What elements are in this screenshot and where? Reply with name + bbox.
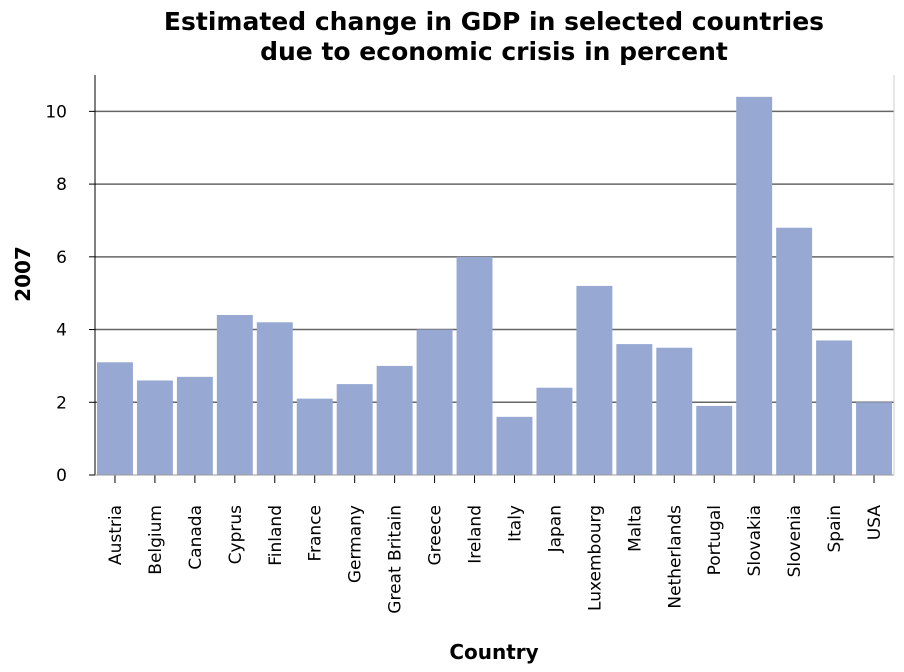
x-tick-label: Japan <box>545 505 565 553</box>
bar-ireland <box>456 256 493 475</box>
bar-great-britain <box>376 365 413 475</box>
bar-malta <box>616 344 653 475</box>
bar-finland <box>256 322 293 475</box>
x-tick-label: Canada <box>186 505 206 570</box>
y-axis-label: 2007 <box>11 246 35 302</box>
bar-cyprus <box>216 315 253 475</box>
bar-greece <box>416 329 453 475</box>
x-tick-label: Malta <box>625 505 645 552</box>
chart-title-line-2: due to economic crisis in percent <box>260 37 728 66</box>
x-tick-label: Belgium <box>146 505 166 575</box>
x-tick-label: Austria <box>106 505 126 565</box>
y-tick-label: 6 <box>56 248 67 268</box>
x-tick-label: Spain <box>825 505 845 553</box>
x-tick-label: Ireland <box>466 505 486 564</box>
bar-usa <box>856 402 893 475</box>
y-tick-label: 2 <box>56 393 67 413</box>
bar-germany <box>336 384 373 475</box>
bar-slovakia <box>736 96 773 476</box>
x-axis-label: Country <box>449 640 538 664</box>
x-tick-label: Portugal <box>705 505 725 575</box>
x-tick-label: Netherlands <box>665 505 685 609</box>
y-tick-label: 10 <box>45 102 67 122</box>
y-tick-label: 0 <box>56 466 67 486</box>
bar-japan <box>536 387 573 475</box>
bar-luxembourg <box>576 285 613 475</box>
x-tick-label: Finland <box>266 505 286 566</box>
bar-canada <box>176 376 213 475</box>
y-tick-labels: 0 2 4 6 8 10 <box>45 102 67 486</box>
bar-france <box>296 398 333 475</box>
bar-netherlands <box>656 347 693 475</box>
x-tick-label: Greece <box>426 505 446 566</box>
x-tick-label: Great Britain <box>386 505 406 614</box>
y-tick-label: 4 <box>56 321 67 341</box>
x-tick-label: Germany <box>346 505 366 583</box>
x-tick-label: Slovenia <box>785 505 805 577</box>
bar-slovenia <box>776 227 813 475</box>
x-tick-label: Italy <box>505 505 525 542</box>
chart-title-line-1: Estimated change in GDP in selected coun… <box>164 7 824 36</box>
bar-portugal <box>696 405 733 475</box>
bar-belgium <box>136 380 173 475</box>
x-tick-label: USA <box>865 505 885 541</box>
x-tick-labels: Austria Belgium Canada Cyprus Finland France G… <box>106 505 885 614</box>
axes <box>89 75 895 483</box>
y-tick-label: 8 <box>56 175 67 195</box>
bar-italy <box>496 416 533 475</box>
gridlines <box>95 110 894 404</box>
x-tick-label: Slovakia <box>745 505 765 576</box>
x-tick-label: Luxembourg <box>585 505 605 611</box>
bars <box>96 96 893 476</box>
x-tick-label: France <box>306 505 326 562</box>
bar-austria <box>96 362 133 475</box>
bar-spain <box>816 340 853 475</box>
x-tick-label: Cyprus <box>226 505 246 564</box>
